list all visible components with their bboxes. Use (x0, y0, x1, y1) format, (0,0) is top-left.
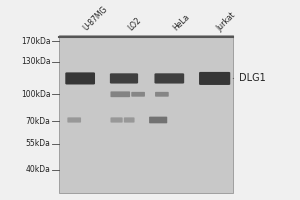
FancyBboxPatch shape (65, 72, 95, 84)
Text: U-87MG: U-87MG (82, 5, 110, 33)
FancyBboxPatch shape (154, 73, 184, 84)
Text: HeLa: HeLa (171, 13, 191, 33)
Text: 130kDa: 130kDa (21, 57, 50, 66)
FancyBboxPatch shape (110, 73, 138, 84)
FancyBboxPatch shape (155, 92, 169, 97)
FancyBboxPatch shape (68, 117, 81, 123)
FancyBboxPatch shape (124, 117, 134, 123)
FancyBboxPatch shape (149, 117, 167, 123)
Text: 170kDa: 170kDa (21, 37, 50, 46)
Text: 55kDa: 55kDa (26, 139, 50, 148)
FancyBboxPatch shape (110, 91, 130, 97)
Text: LO2: LO2 (126, 16, 143, 33)
FancyBboxPatch shape (131, 92, 145, 97)
Text: Jurkat: Jurkat (215, 10, 238, 33)
Bar (59, 35, 233, 193)
FancyBboxPatch shape (199, 72, 230, 85)
Text: 100kDa: 100kDa (21, 90, 50, 99)
FancyBboxPatch shape (110, 117, 123, 123)
Text: 70kDa: 70kDa (26, 117, 50, 126)
Text: 40kDa: 40kDa (26, 165, 50, 174)
Text: DLG1: DLG1 (233, 73, 266, 83)
